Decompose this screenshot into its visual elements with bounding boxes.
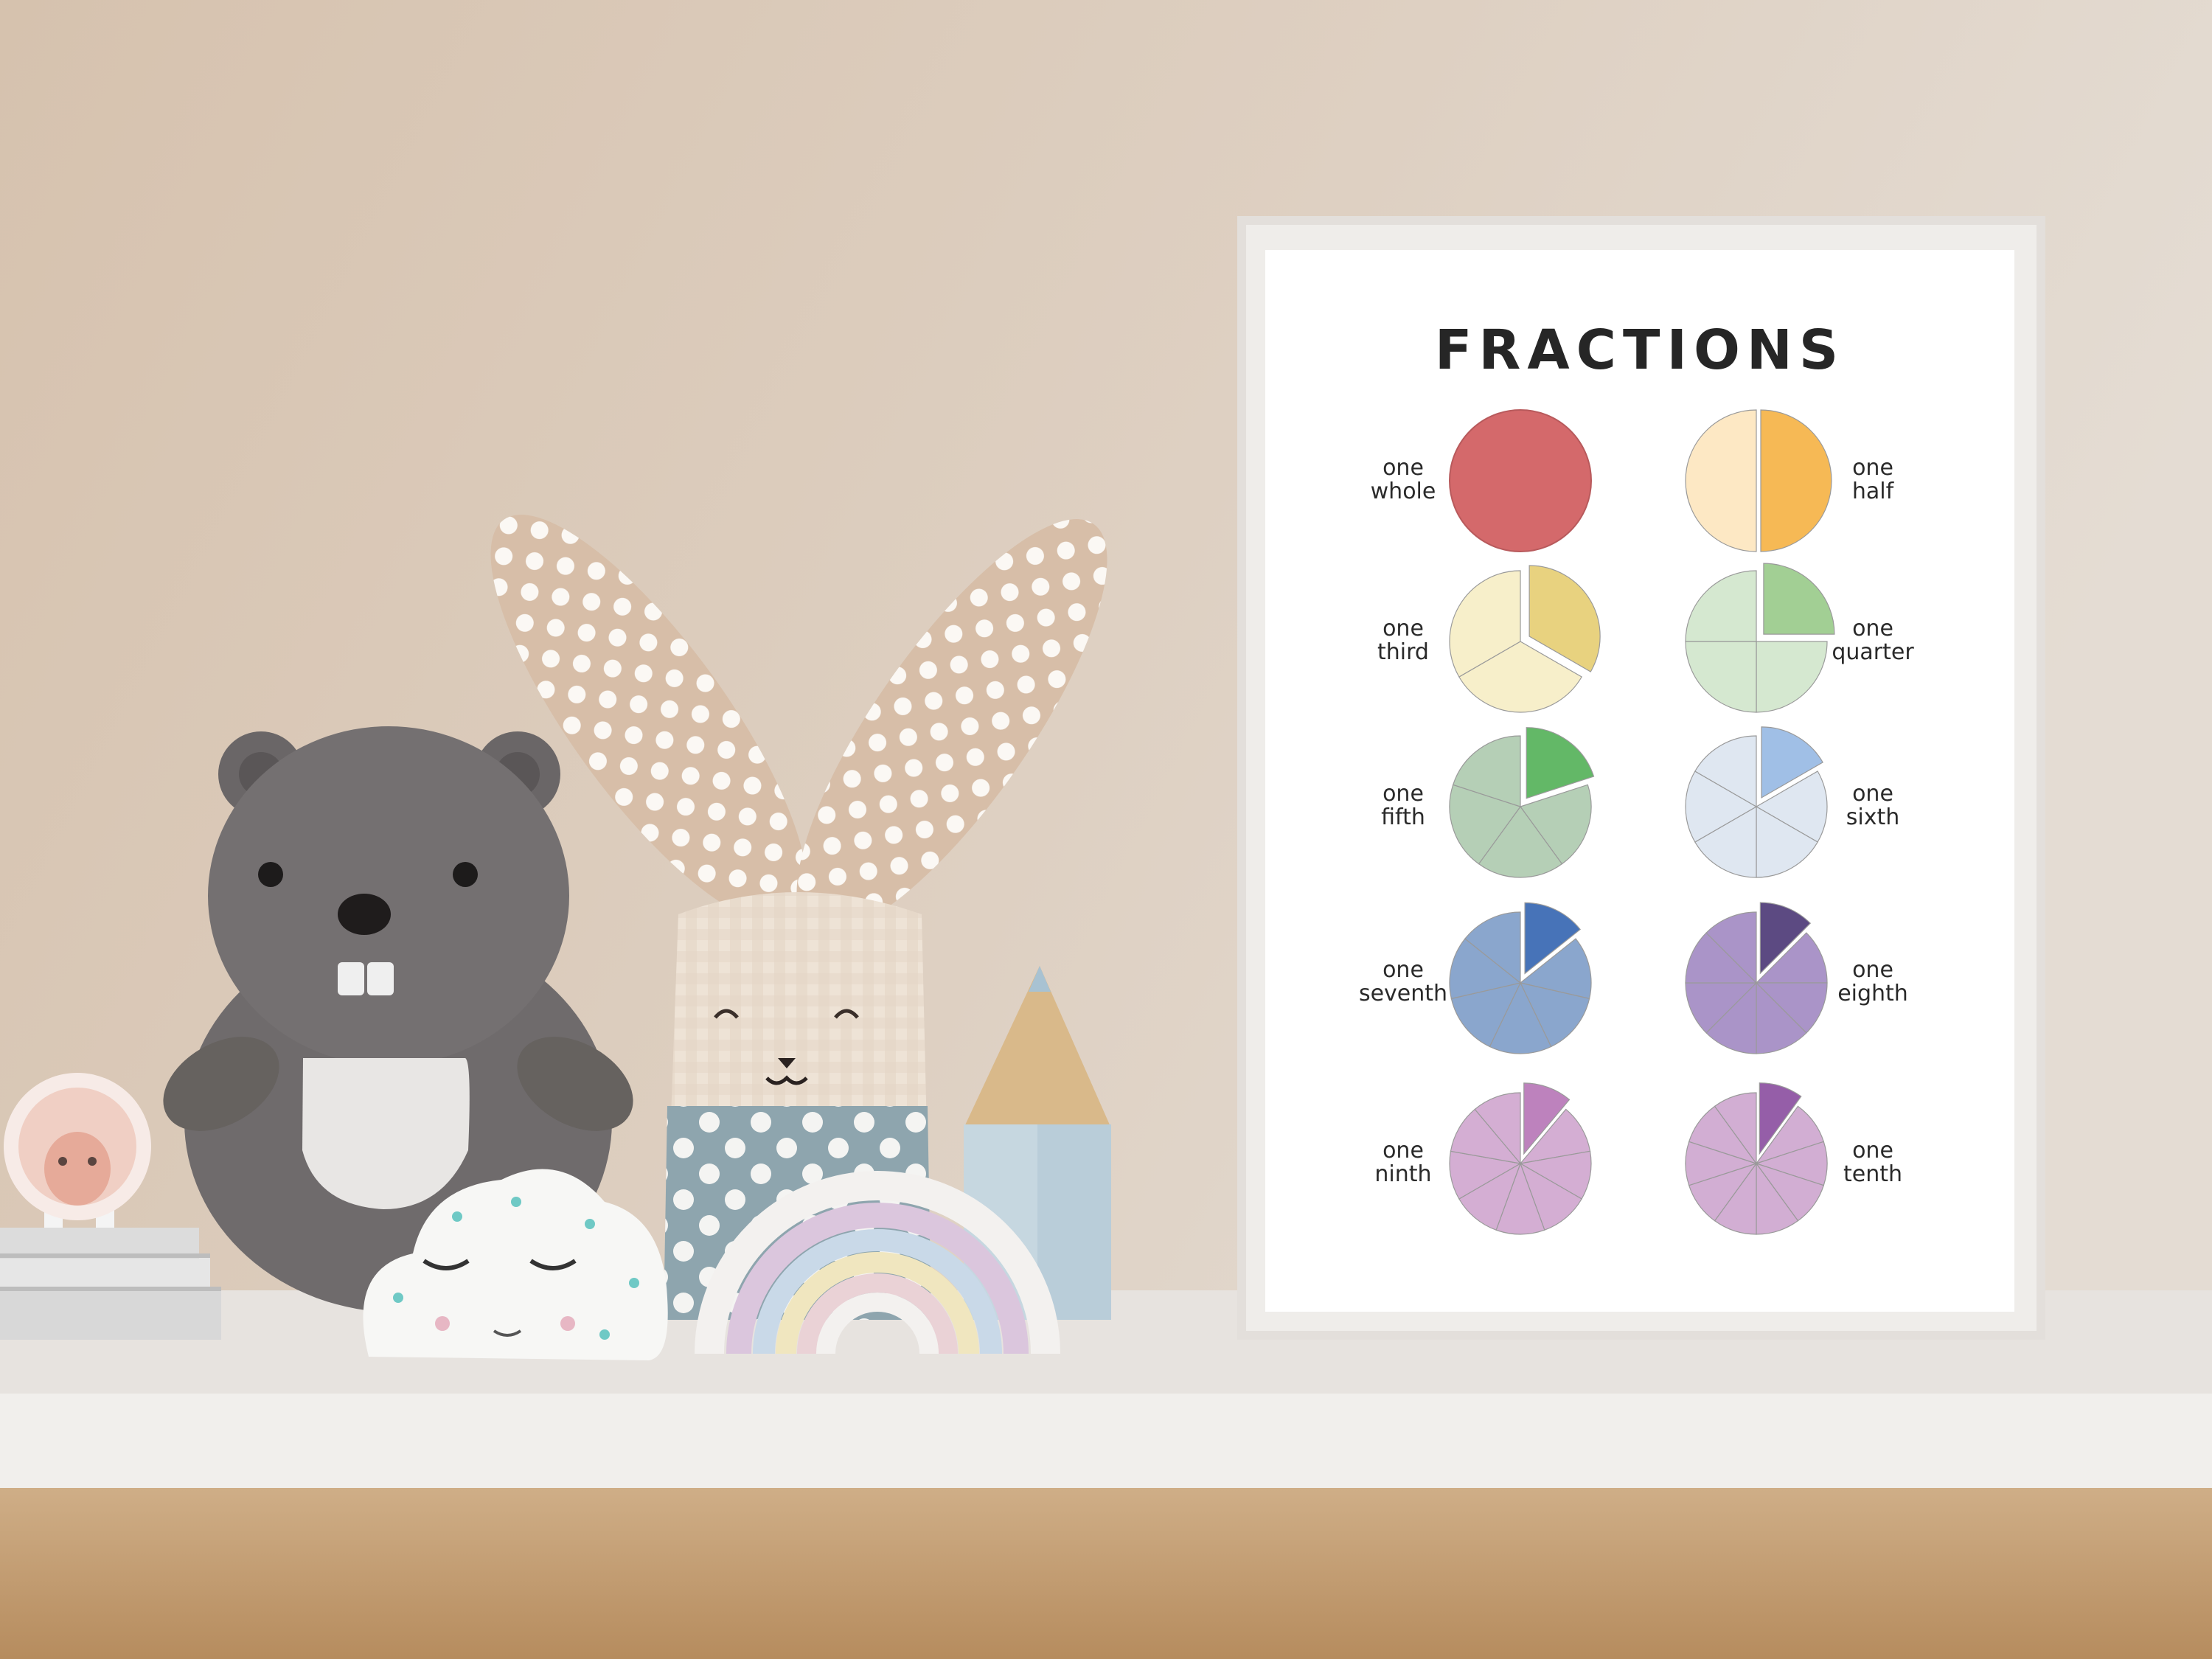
pie-slice: [1519, 1150, 1592, 1200]
pie-slice: [1694, 735, 1757, 808]
wood-below: [0, 1488, 2212, 1659]
pie-slice: [1478, 805, 1563, 878]
pie-slice: [1519, 938, 1592, 1000]
pie-label: one: [1382, 957, 1424, 983]
pie-slice: [1519, 1162, 1582, 1231]
pie-slice: [1450, 1108, 1522, 1164]
pie-slice: [1755, 982, 1828, 1034]
pie-slice: [1685, 982, 1758, 1034]
highlighted-slice: [1760, 409, 1832, 552]
pie-slice: [1685, 641, 1757, 713]
pie-label: quarter: [1832, 639, 1914, 665]
highlighted-slice: [1526, 727, 1595, 799]
pie-slice: [1449, 784, 1521, 865]
pie-slice: [1450, 982, 1522, 1048]
pie-half: [1685, 409, 1832, 552]
pie-slice: [1520, 784, 1592, 865]
pie-label: one: [1852, 781, 1893, 807]
pie-third: [1449, 565, 1601, 713]
pie-slice: [1755, 771, 1828, 843]
fraction-pies: onewholeonehalfonethirdonequarteronefift…: [1359, 409, 1914, 1235]
pie-fifth: [1449, 727, 1595, 878]
pie-ninth: [1449, 1082, 1592, 1235]
pie-slice: [1449, 570, 1521, 678]
highlighted-slice: [1759, 902, 1812, 975]
pie-label: one: [1852, 616, 1893, 641]
pie-label: one: [1852, 957, 1893, 983]
highlighted-slice: [1761, 726, 1823, 799]
shelf-front: [0, 1394, 2212, 1489]
highlighted-slice: [1763, 563, 1835, 635]
pie-label: third: [1377, 639, 1429, 665]
pie-slice: [1756, 641, 1828, 713]
pie-label: one: [1382, 616, 1424, 641]
pie-slice: [1519, 982, 1590, 1048]
pie-quarter: [1685, 563, 1835, 713]
sheep-lamp: [4, 1073, 151, 1228]
pie-slice: [1685, 409, 1757, 552]
highlighted-slice: [1528, 565, 1601, 672]
pie-label: sixth: [1846, 804, 1900, 830]
pie-slice: [1685, 570, 1757, 642]
book-stack: [0, 1228, 221, 1340]
pie-slice: [1449, 938, 1522, 1000]
pie-slice: [1755, 932, 1828, 984]
pie-slice: [1694, 805, 1757, 878]
poster-title: FRACTIONS: [1435, 319, 1845, 382]
pie-slice: [1714, 1092, 1757, 1165]
pie-label: tenth: [1843, 1161, 1902, 1187]
pie-slice: [1449, 1150, 1522, 1200]
highlighted-slice: [1759, 1082, 1802, 1155]
pie-slice: [1458, 641, 1582, 713]
pie-slice: [1449, 409, 1592, 552]
highlighted-slice: [1524, 902, 1581, 975]
highlighted-slice: [1523, 1082, 1571, 1155]
pie-label: half: [1852, 479, 1895, 504]
pie-label: one: [1852, 455, 1893, 481]
pie-whole: [1449, 409, 1592, 552]
pie-label: eighth: [1837, 981, 1908, 1006]
pie-tenth: [1685, 1082, 1828, 1235]
cloud-lamp: [363, 1169, 668, 1360]
pie-slice: [1705, 981, 1757, 1054]
pie-slice: [1458, 1162, 1522, 1231]
pie-label: seventh: [1359, 981, 1447, 1006]
pie-label: fifth: [1381, 804, 1425, 830]
poster: [1265, 250, 2014, 1312]
pie-label: whole: [1371, 479, 1436, 504]
pie-slice: [1685, 771, 1758, 843]
pie-label: one: [1382, 455, 1424, 481]
pie-eighth: [1685, 902, 1828, 1054]
pie-label: ninth: [1374, 1161, 1431, 1187]
pie-slice: [1474, 1092, 1521, 1165]
pie-seventh: [1449, 902, 1592, 1054]
pie-label: one: [1382, 781, 1424, 807]
pie-slice: [1756, 981, 1807, 1054]
pie-slice: [1489, 981, 1552, 1054]
pie-slice: [1519, 1108, 1591, 1164]
pie-sixth: [1685, 726, 1828, 878]
pie-slice: [1464, 911, 1521, 984]
pie-slice: [1756, 805, 1818, 878]
pie-slice: [1685, 932, 1758, 984]
pie-label: one: [1852, 1138, 1893, 1164]
poster-frame: FRACTIONS onewholeonehalfonethirdonequar…: [1237, 216, 2045, 1340]
pie-label: one: [1382, 1138, 1424, 1164]
pie-slice: [1452, 735, 1521, 807]
pie-slice: [1705, 911, 1757, 984]
stacking-rainbow: [695, 1171, 1060, 1354]
pie-slice: [1495, 1162, 1545, 1235]
